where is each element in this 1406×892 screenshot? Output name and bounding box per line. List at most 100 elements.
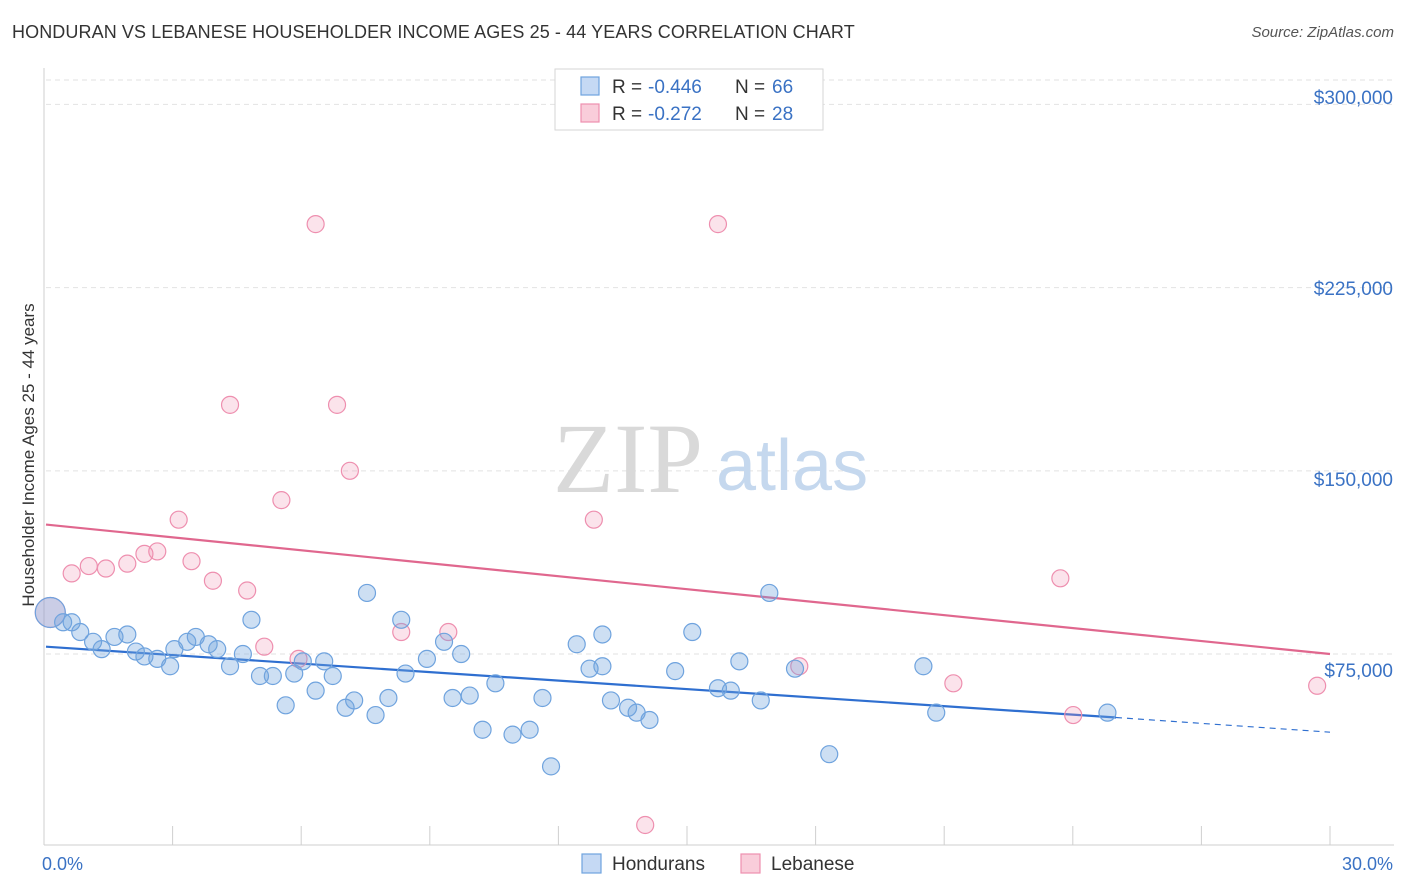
- y-tick-label: $150,000: [1314, 470, 1393, 491]
- point-lebanese: [1064, 705, 1083, 725]
- legend: Hondurans Lebanese: [581, 853, 854, 875]
- y-tick-label: $225,000: [1314, 279, 1393, 300]
- stats-n-label-2: N =: [735, 104, 765, 125]
- point-lebanese: [238, 581, 257, 600]
- point-hondurans: [345, 691, 364, 710]
- point-hondurans: [396, 664, 415, 683]
- x-tick-labels: 0.0% 30.0%: [42, 854, 1393, 874]
- point-hondurans: [71, 622, 90, 642]
- point-hondurans: [379, 688, 398, 708]
- chart-title: HONDURAN VS LEBANESE HOUSEHOLDER INCOME …: [12, 22, 855, 42]
- point-hondurans: [640, 710, 659, 730]
- point-hondurans: [306, 681, 325, 700]
- point-lebanese: [340, 461, 359, 480]
- trend-lines: [45, 523, 1331, 733]
- point-hondurans: [1098, 703, 1117, 722]
- point-hondurans: [541, 757, 561, 776]
- point-hondurans: [263, 666, 282, 686]
- point-lebanese: [439, 622, 458, 642]
- x-tick-label-start: 0.0%: [42, 854, 83, 874]
- data-points: [34, 215, 1327, 835]
- point-lebanese: [169, 510, 188, 529]
- point-hondurans: [618, 698, 638, 717]
- point-hondurans: [357, 583, 377, 603]
- point-lebanese: [306, 215, 325, 234]
- point-lebanese: [148, 542, 167, 561]
- point-hondurans: [366, 705, 385, 725]
- point-lebanese: [220, 395, 240, 414]
- point-hondurans: [392, 610, 411, 629]
- point-lebanese: [96, 559, 116, 578]
- point-hondurans: [751, 691, 770, 710]
- point-hondurans: [208, 640, 227, 659]
- legend-swatch-hondurans: [581, 853, 602, 874]
- point-hondurans: [460, 686, 479, 705]
- point-hondurans: [721, 681, 740, 700]
- y-tick-label: $300,000: [1314, 88, 1393, 109]
- point-hondurans: [178, 632, 197, 651]
- point-hondurans: [34, 596, 66, 629]
- point-lebanese: [1051, 569, 1070, 588]
- point-hondurans: [452, 644, 471, 664]
- axes: [43, 68, 1394, 846]
- legend-label-hondurans: Hondurans: [612, 854, 705, 875]
- point-hondurans: [315, 652, 334, 671]
- stats-n-value-1: 66: [772, 77, 793, 98]
- point-lebanese: [1308, 676, 1327, 695]
- point-hondurans: [434, 632, 454, 651]
- y-axis-label: Householder Income Ages 25 - 44 years: [19, 303, 38, 606]
- point-hondurans: [92, 640, 111, 659]
- point-hondurans: [520, 720, 539, 739]
- point-hondurans: [126, 642, 145, 661]
- point-hondurans: [927, 703, 946, 722]
- point-hondurans: [820, 745, 839, 764]
- point-hondurans: [220, 657, 240, 676]
- point-hondurans: [666, 662, 685, 681]
- stats-r-label-2: R =: [612, 104, 642, 125]
- legend-swatch-lebanese: [740, 853, 761, 874]
- point-lebanese: [79, 556, 98, 576]
- point-hondurans: [503, 725, 522, 744]
- point-hondurans: [486, 674, 505, 693]
- watermark-zip: ZIP: [553, 403, 703, 514]
- point-hondurans: [914, 657, 933, 676]
- point-hondurans: [567, 635, 586, 654]
- point-hondurans: [443, 688, 462, 708]
- point-hondurans: [242, 610, 261, 629]
- point-lebanese: [584, 510, 603, 529]
- point-hondurans: [199, 635, 218, 654]
- point-lebanese: [62, 564, 81, 583]
- watermark: ZIP atlas: [553, 403, 868, 514]
- trend-line-hondurans-extrapolated: [1115, 716, 1331, 733]
- y-tick-labels: $75,000 $150,000 $225,000 $300,000: [1314, 88, 1393, 682]
- point-lebanese: [203, 571, 223, 590]
- point-hondurans: [785, 659, 805, 678]
- stats-r-value-2: -0.272: [648, 104, 702, 125]
- grid-lines: [46, 79, 1394, 655]
- point-hondurans: [473, 720, 492, 739]
- point-hondurans: [233, 644, 252, 664]
- point-hondurans: [250, 666, 270, 686]
- y-tick-label: $75,000: [1324, 661, 1393, 682]
- point-lebanese: [944, 674, 963, 693]
- legend-label-lebanese: Lebanese: [771, 854, 854, 875]
- stats-swatch-hondurans: [580, 76, 600, 96]
- trend-line-lebanese: [45, 523, 1331, 656]
- point-lebanese: [636, 815, 655, 835]
- point-lebanese: [182, 552, 201, 571]
- watermark-atlas: atlas: [716, 426, 868, 506]
- point-lebanese: [255, 637, 274, 656]
- point-lebanese: [708, 215, 728, 234]
- point-hondurans: [593, 657, 612, 676]
- point-hondurans: [293, 652, 312, 671]
- point-hondurans: [760, 583, 779, 603]
- stats-n-value-2: 28: [772, 104, 793, 125]
- point-hondurans: [417, 649, 437, 669]
- point-hondurans: [683, 622, 702, 642]
- x-tick-label-end: 30.0%: [1342, 854, 1393, 874]
- point-hondurans: [730, 652, 749, 671]
- point-lebanese: [327, 395, 347, 414]
- point-hondurans: [276, 696, 295, 715]
- trend-line-hondurans: [45, 645, 1117, 719]
